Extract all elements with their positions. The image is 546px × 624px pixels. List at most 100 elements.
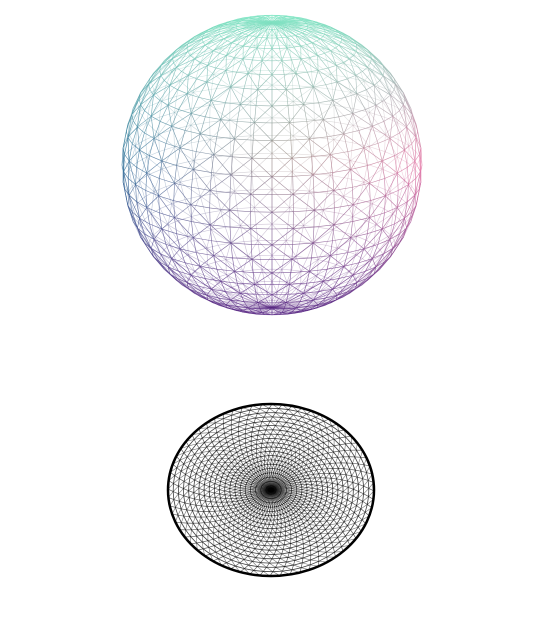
sphere-edge (303, 104, 308, 122)
sphere-edge (225, 70, 237, 73)
sphere-edge (323, 48, 339, 52)
sphere-edge (251, 153, 273, 173)
sphere-edge (407, 128, 409, 146)
sphere-edge (237, 306, 255, 308)
sphere-edge (243, 45, 250, 48)
sphere-edge (343, 195, 354, 217)
sphere-edge (257, 27, 273, 36)
sphere-edge (291, 17, 301, 20)
sphere-edge (343, 63, 365, 82)
sphere-edge (220, 280, 241, 294)
sphere-edge (209, 210, 230, 226)
sphere-edge (248, 294, 259, 303)
sphere-edge (171, 258, 192, 276)
sphere-edge (309, 58, 312, 73)
sphere-edge (395, 83, 404, 94)
sphere-edge (383, 115, 393, 122)
sphere-edge (329, 74, 333, 90)
sphere-edge (230, 155, 233, 174)
sphere-edge (355, 75, 375, 86)
sphere-edge (206, 65, 208, 83)
sphere-edge (168, 220, 179, 226)
sphere-edge (279, 48, 283, 61)
sphere-edge (167, 266, 188, 283)
sphere-edge (293, 228, 314, 244)
sphere-edge (372, 239, 391, 259)
sphere-edge (393, 240, 396, 246)
sphere-edge (371, 58, 384, 66)
sphere-edge (271, 307, 278, 313)
sphere-edge (136, 149, 140, 168)
sphere-edge (271, 306, 291, 308)
sphere-edge (349, 58, 368, 68)
sphere-edge (373, 80, 380, 86)
sphere-edge (226, 44, 238, 56)
sphere-edge (261, 48, 265, 61)
sphere-edge (356, 278, 358, 283)
sphere-edge (369, 146, 385, 152)
sphere-edge (230, 293, 241, 301)
sphere-edge (392, 197, 400, 214)
sphere-edge (345, 43, 357, 48)
sphere-edge (171, 203, 192, 217)
sphere-edge (234, 271, 238, 284)
sphere-edge (264, 281, 268, 293)
sphere-edge (295, 21, 301, 29)
sphere-edge (356, 220, 366, 237)
sphere-edge (289, 121, 307, 123)
sphere-edge (247, 73, 260, 75)
sphere-edge (372, 203, 377, 225)
sphere-edge (213, 138, 235, 155)
sphere-edge (415, 137, 422, 148)
sphere-edge (379, 249, 384, 255)
sphere-edge (322, 36, 340, 46)
sphere-edge (330, 252, 348, 256)
sphere-edge (227, 306, 242, 310)
sphere-edge (230, 174, 252, 177)
sphere-edge (124, 175, 129, 193)
sphere-edge (295, 33, 300, 36)
sphere-edge (195, 252, 201, 267)
sphere-edge (194, 270, 206, 286)
sphere-edge (165, 126, 172, 144)
sphere-edge (226, 45, 244, 56)
sphere-edge (382, 75, 396, 85)
sphere-edge (150, 248, 154, 257)
sphere-edge (234, 18, 244, 21)
sphere-edge (355, 41, 367, 52)
sphere-edge (229, 227, 232, 244)
sphere-edge (169, 67, 177, 86)
sphere-edge (406, 101, 412, 109)
sphere-edge (324, 50, 331, 54)
sphere-edge (131, 209, 134, 216)
sphere-edge (128, 111, 140, 135)
sphere-edge (295, 21, 308, 24)
sphere-edge (191, 142, 194, 161)
sphere-edge (153, 76, 161, 91)
sphere-edge (307, 297, 326, 304)
sphere-edge (289, 122, 292, 141)
sphere-edge (399, 202, 407, 220)
sphere-edge (346, 78, 358, 94)
sphere-edge (174, 125, 192, 147)
sphere-edge (332, 288, 338, 296)
sphere-edge (356, 47, 366, 59)
sphere-edge (213, 242, 232, 256)
sphere-edge (232, 138, 235, 157)
sphere-edge (151, 75, 161, 82)
sphere-edge (334, 121, 354, 126)
sphere-edge (350, 142, 353, 161)
sphere-edge (259, 60, 263, 75)
sphere-edge (286, 312, 292, 314)
sphere-edge (204, 284, 220, 296)
sphere-edge (190, 289, 195, 294)
sphere-edge (420, 164, 423, 172)
sphere-edge (352, 113, 373, 127)
sphere-edge (332, 157, 351, 161)
sphere-edge (161, 80, 181, 102)
sphere-edge (161, 217, 175, 230)
sphere-edge (367, 67, 375, 86)
sphere-edge (218, 242, 231, 246)
sphere-edge (291, 256, 297, 271)
sphere-edge (237, 121, 255, 123)
